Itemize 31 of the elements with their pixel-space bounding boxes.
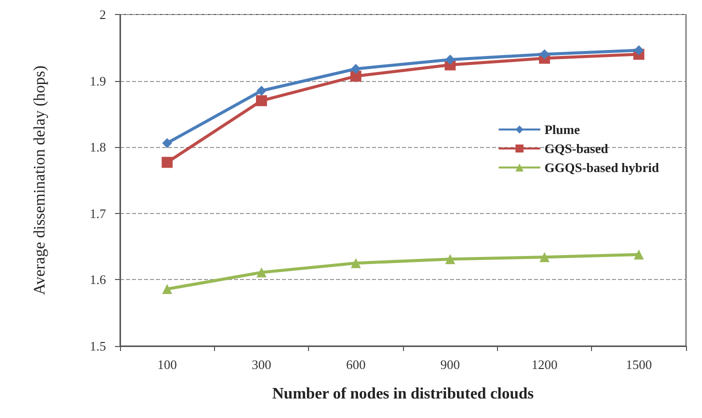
x-tick-label: 100 <box>157 357 177 372</box>
x-axis-title: Number of nodes in distributed clouds <box>272 386 534 402</box>
y-tick-label: 1.7 <box>90 206 106 221</box>
point <box>634 250 644 260</box>
x-tick-label: 1500 <box>626 357 652 372</box>
y-tick-label: 1.9 <box>90 73 106 88</box>
point <box>634 45 644 56</box>
point <box>350 64 361 74</box>
point <box>162 138 172 148</box>
x-tick-label: 1200 <box>532 357 558 372</box>
point <box>350 258 361 268</box>
y-tick-label: 1.6 <box>90 272 106 288</box>
x-tick-label: 300 <box>252 357 272 372</box>
point <box>256 267 266 278</box>
y-tick-label: 1.8 <box>90 140 106 155</box>
point <box>256 95 267 106</box>
legend-label: GGQS-based hybrid <box>544 160 660 175</box>
x-tick-label: 600 <box>346 357 366 372</box>
legend-label: Plume <box>544 122 580 137</box>
y-tick-label: 2 <box>100 7 106 22</box>
y-axis-title: Average dissemination delay (hops) <box>32 66 48 295</box>
point <box>256 86 266 96</box>
point <box>162 284 172 294</box>
point <box>445 254 456 264</box>
point <box>162 156 173 168</box>
x-tick-label: 900 <box>440 357 460 372</box>
y-tick-label: 1.5 <box>90 338 106 354</box>
point <box>540 49 550 60</box>
legend-label: GQS-based <box>544 141 609 156</box>
point <box>445 54 456 65</box>
point <box>540 252 550 262</box>
